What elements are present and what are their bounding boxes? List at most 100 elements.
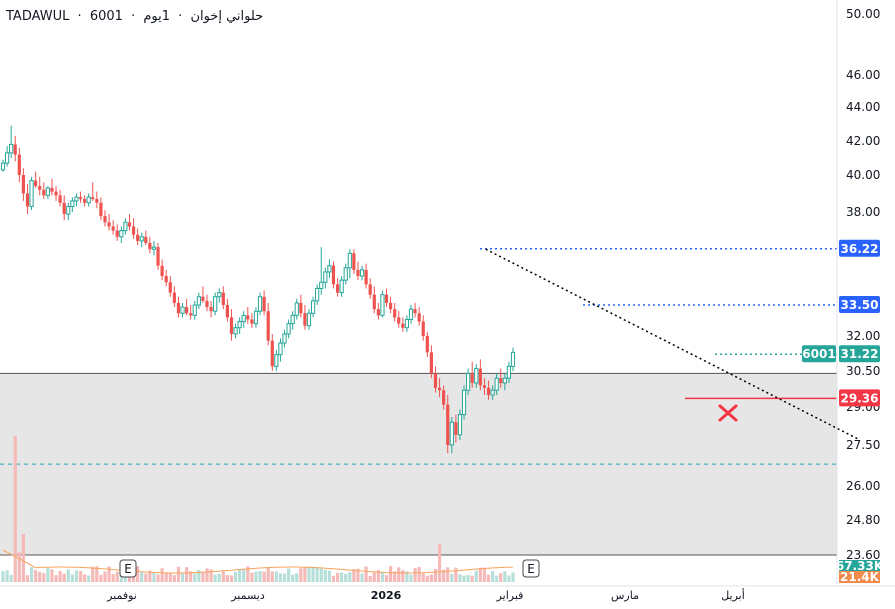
volume-bar — [1, 571, 5, 582]
volume-bar — [437, 544, 442, 582]
candle-body-down — [401, 323, 405, 328]
candle-body-down — [25, 193, 30, 207]
volume-tag-label: 21.4K — [840, 570, 880, 584]
candle-body-up — [4, 152, 10, 164]
candle-body-up — [233, 327, 238, 335]
volume-bar — [103, 571, 107, 582]
candle-body-down — [376, 309, 380, 316]
candle-body-down — [38, 186, 42, 190]
candle-body-up — [490, 389, 495, 396]
volume-bar — [405, 571, 409, 582]
volume-bar — [348, 572, 352, 582]
candle-body-down — [111, 226, 115, 231]
candle-body-up — [319, 281, 324, 289]
volume-bar — [185, 567, 189, 582]
candle-body-down — [413, 309, 417, 314]
volume-bar — [507, 575, 511, 582]
volume-bar — [87, 575, 91, 582]
volume-bar — [42, 573, 46, 582]
volume-bar — [491, 571, 495, 582]
symbol-tag — [802, 345, 836, 363]
volume-tag-label: 67.33K — [836, 559, 884, 573]
volume-bar — [83, 574, 87, 582]
candle-body-down — [437, 387, 442, 391]
volume-bar — [225, 575, 229, 582]
candle-body-up — [290, 314, 295, 325]
chart-header: TADAWUL · 6001 · حلواني إخوان · 1يوم — [6, 9, 267, 24]
volume-bar — [13, 436, 17, 582]
volume-bar — [21, 534, 25, 582]
y-tick-label: 50.00 — [846, 7, 880, 21]
volume-bar — [474, 570, 478, 582]
volume-bar — [172, 575, 176, 582]
volume-bar — [95, 566, 99, 582]
volume-bar — [470, 575, 474, 582]
candle-body-up — [359, 269, 365, 277]
volume-bar — [229, 575, 234, 582]
y-tick-label: 46.00 — [846, 68, 880, 82]
exchange-label: TADAWUL — [6, 9, 70, 24]
candle-body-down — [229, 317, 234, 334]
candle-body-down — [176, 302, 181, 314]
candle-body-down — [368, 284, 372, 295]
volume-bar — [189, 571, 193, 582]
candle-body-down — [335, 284, 340, 293]
x-tick-label: نوفمبر — [106, 589, 137, 602]
volume-bar — [287, 568, 291, 582]
volume-bar — [380, 571, 385, 582]
volume-bar — [221, 571, 225, 582]
earnings-marker-label: E — [124, 562, 132, 576]
candle-body-down — [397, 317, 401, 324]
candle-body-up — [70, 200, 75, 207]
candle-body-down — [266, 311, 270, 341]
volume-bar — [46, 568, 50, 582]
earnings-marker[interactable] — [119, 559, 137, 578]
volume-bar — [176, 566, 181, 582]
candle-body-down — [144, 236, 148, 243]
candle-body-up — [327, 265, 332, 273]
candle-body-up — [123, 221, 128, 232]
volume-bar — [299, 568, 303, 582]
header-separator: · — [77, 9, 82, 24]
candle-body-up — [449, 421, 454, 446]
candle-body-down — [103, 216, 107, 223]
volume-bar — [274, 571, 278, 582]
candle-body-down — [352, 253, 356, 270]
volume-bar — [54, 575, 58, 582]
volume-bar — [66, 569, 70, 582]
candle-body-up — [0, 162, 6, 171]
candle-body-up — [196, 296, 201, 306]
candle-body-up — [86, 196, 91, 204]
volume-bar — [266, 567, 270, 582]
candle-body-down — [95, 199, 99, 203]
volume-bar — [409, 574, 413, 582]
volume-bar — [486, 574, 491, 582]
candle-body-down — [417, 313, 421, 322]
volume-bar — [270, 571, 274, 582]
candle-body-down — [225, 305, 229, 318]
volume-bar — [107, 566, 111, 582]
candle-body-down — [384, 294, 389, 303]
candle-body-down — [270, 340, 274, 367]
price-tag-label: 33.50 — [841, 298, 879, 312]
volume-bar — [356, 568, 360, 582]
volume-bar — [499, 573, 503, 582]
candle-body-up — [274, 354, 279, 367]
volume-bar — [503, 571, 507, 582]
candle-body-down — [470, 373, 474, 383]
volume-bar — [17, 552, 21, 582]
volume-tag — [839, 560, 880, 572]
earnings-marker[interactable] — [522, 559, 540, 578]
candle-body-up — [306, 312, 312, 327]
candle-body-down — [136, 234, 140, 241]
candle-body-down — [17, 154, 21, 175]
candle-body-up — [343, 267, 348, 281]
volume-bar — [376, 570, 380, 582]
price-tag — [839, 239, 880, 257]
candle-body-down — [389, 302, 393, 310]
volume-bar — [421, 573, 425, 582]
y-tick-label: 27.50 — [846, 438, 880, 452]
volume-average-line — [2, 549, 514, 574]
